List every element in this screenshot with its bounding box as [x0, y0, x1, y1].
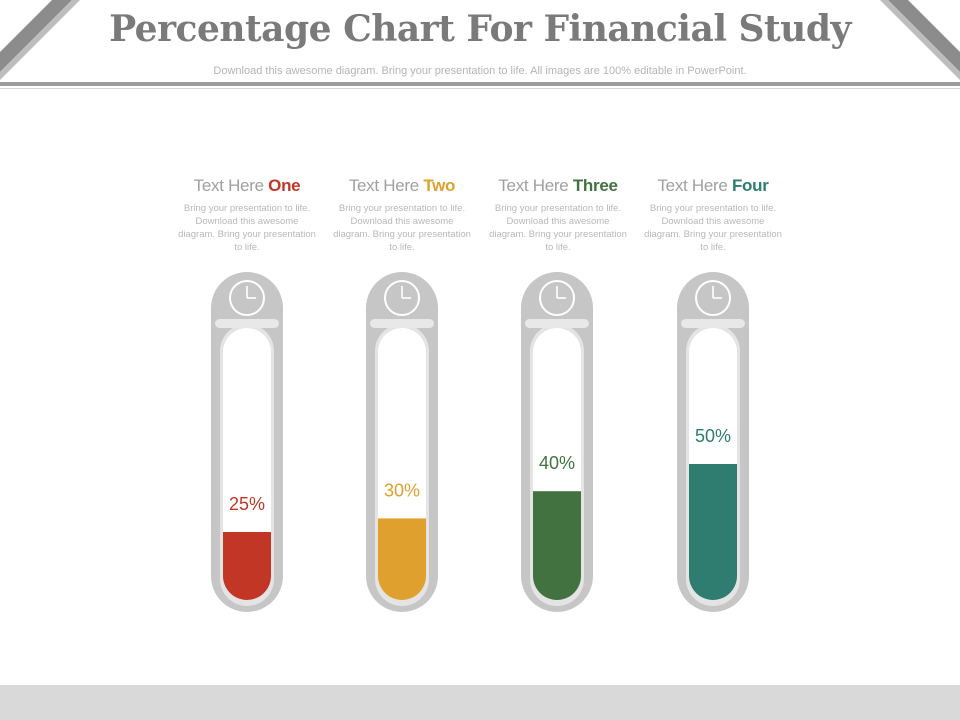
item-description: Bring your presentation to life. Downloa… — [333, 203, 471, 253]
bar-one — [223, 532, 271, 600]
bar-two — [378, 518, 426, 600]
bar-four — [689, 464, 737, 600]
item-heading-accent: Two — [423, 176, 456, 195]
item-heading-prefix: Text Here — [193, 176, 269, 195]
corner-decoration-left — [0, 0, 80, 80]
footer-band — [0, 685, 960, 720]
tube-neck — [525, 319, 589, 328]
bar-three — [533, 491, 581, 600]
item-heading-prefix: Text Here — [657, 176, 732, 195]
item-label-one: Text Here One Bring your presentation to… — [177, 176, 317, 254]
item-description: Bring your presentation to life. Downloa… — [644, 203, 782, 253]
item-heading: Text Here One — [177, 176, 317, 196]
tube-neck — [215, 319, 279, 328]
item-heading: Text Here Three — [488, 176, 628, 196]
page-subtitle: Download this awesome diagram. Bring you… — [213, 65, 747, 77]
item-heading-prefix: Text Here — [348, 176, 424, 195]
header-divider-thin — [0, 88, 960, 89]
value-label-two: 30% — [384, 480, 420, 500]
value-label-three: 40% — [539, 453, 575, 473]
corner-decoration-right — [880, 0, 960, 80]
item-label-three: Text Here Three Bring your presentation … — [488, 176, 628, 254]
item-heading-accent: One — [268, 176, 301, 195]
header-divider — [0, 82, 960, 86]
item-description: Bring your presentation to life. Downloa… — [489, 203, 627, 253]
page-title: Percentage Chart For Financial Study — [109, 8, 851, 50]
value-label-four: 50% — [695, 426, 731, 446]
item-label-four: Text Here Four Bring your presentation t… — [643, 176, 783, 254]
item-heading: Text Here Four — [643, 176, 783, 196]
tube-neck — [370, 319, 434, 328]
item-label-two: Text Here Two Bring your presentation to… — [332, 176, 472, 254]
item-heading-prefix: Text Here — [498, 176, 573, 195]
item-heading: Text Here Two — [332, 176, 472, 196]
tube-neck — [681, 319, 745, 328]
item-description: Bring your presentation to life. Downloa… — [178, 203, 316, 253]
value-label-one: 25% — [229, 494, 265, 514]
item-heading-accent: Four — [731, 176, 769, 195]
item-heading-accent: Three — [572, 176, 618, 195]
